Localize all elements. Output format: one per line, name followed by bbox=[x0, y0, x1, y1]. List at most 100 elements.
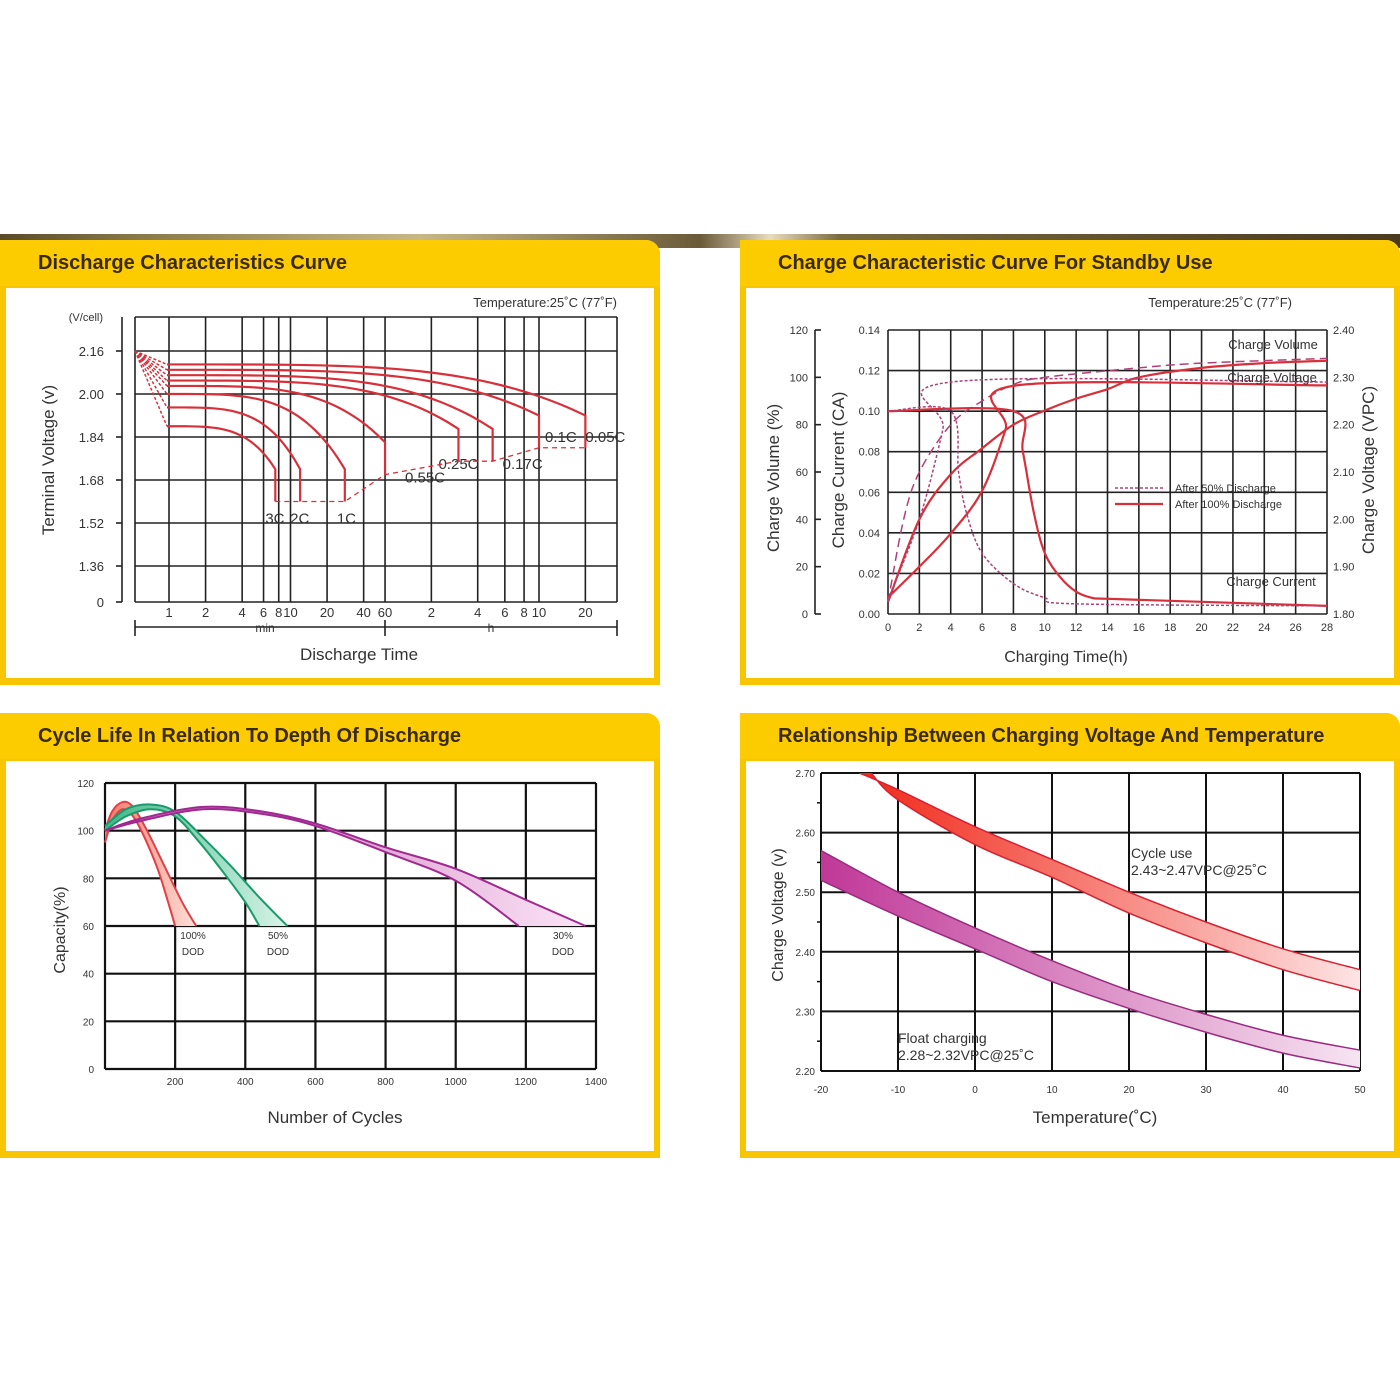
x-axis-title: Discharge Time bbox=[300, 645, 418, 664]
volume-axis-title: Charge Volume (%) bbox=[764, 404, 783, 552]
x-tick-label: 8 bbox=[275, 605, 282, 620]
panel-charge-standby: Charge Characteristic Curve For Standby … bbox=[740, 240, 1400, 685]
panel-body bbox=[746, 288, 1394, 678]
current-tick-label: 0.12 bbox=[859, 366, 880, 378]
y-tick-label: 2.00 bbox=[79, 387, 104, 402]
y-tick-label: 1.68 bbox=[79, 473, 104, 488]
rate-label: 0.05C bbox=[585, 429, 625, 446]
volume-tick-label: 40 bbox=[796, 514, 808, 526]
current-tick-label: 0.02 bbox=[859, 568, 880, 580]
current-tick-label: 0.06 bbox=[859, 487, 880, 499]
dod-label: 50% bbox=[268, 931, 288, 942]
x-tick-label: 20 bbox=[1123, 1085, 1135, 1096]
band-label: 2.28~2.32VPC@25˚C bbox=[898, 1047, 1034, 1063]
x-tick-label: 30 bbox=[1200, 1085, 1212, 1096]
x-tick-label: 400 bbox=[237, 1077, 254, 1088]
band-lower-edge bbox=[870, 773, 1360, 992]
legend-label: After 50% Discharge bbox=[1175, 483, 1276, 495]
volume-tick-label: 120 bbox=[790, 325, 808, 337]
rate-label: 0.25C bbox=[438, 456, 478, 473]
discharge-curve-0.17C bbox=[166, 374, 494, 462]
x-tick-label: 10 bbox=[1039, 622, 1051, 634]
band-label: Cycle use bbox=[1131, 845, 1193, 861]
y-axis-title: Capacity(%) bbox=[52, 886, 69, 973]
band-upper-edge bbox=[104, 805, 586, 927]
y-tick-label: 0 bbox=[88, 1065, 94, 1076]
voltage-tick-label: 2.00 bbox=[1333, 514, 1354, 526]
voltage-tick-label: 2.20 bbox=[1333, 420, 1354, 432]
band-upper-edge bbox=[859, 773, 1360, 971]
series-charge-volume-100- bbox=[886, 359, 1328, 603]
y-axis-title: Charge Voltage (v) bbox=[770, 848, 787, 981]
x-tick-label: 1400 bbox=[585, 1077, 608, 1088]
band-lower-edge bbox=[821, 879, 1360, 1069]
panel-title: Charge Characteristic Curve For Standby … bbox=[778, 252, 1213, 274]
y-tick-label: 1.84 bbox=[79, 430, 104, 445]
y-tick-label: 1.36 bbox=[79, 559, 104, 574]
x-tick-label: 0 bbox=[885, 622, 891, 634]
rate-label: 0.17C bbox=[503, 456, 543, 473]
legend-label: After 100% Discharge bbox=[1175, 499, 1282, 511]
band-lower-edge bbox=[104, 807, 520, 927]
x-tick-label: 200 bbox=[167, 1077, 184, 1088]
current-tick-label: 0.10 bbox=[859, 406, 880, 418]
series-charge-voltage-100- bbox=[887, 381, 1328, 599]
discharge-curve-0.05C bbox=[166, 363, 587, 448]
x-tick-label: 1 bbox=[165, 605, 172, 620]
x-tick-label: 12 bbox=[1070, 622, 1082, 634]
band-float-charging bbox=[821, 850, 1360, 1069]
dod-label: 30% bbox=[553, 931, 573, 942]
band-upper-edge bbox=[821, 849, 1360, 1051]
band-cycle-use bbox=[859, 773, 1360, 991]
temperature-note: Temperature:25˚C (77˚F) bbox=[473, 295, 617, 310]
x-tick-label: 20 bbox=[578, 605, 592, 620]
band-lower-edge bbox=[104, 808, 261, 927]
volume-tick-label: 0 bbox=[802, 609, 808, 621]
panel-header: Charge Characteristic Curve For Standby … bbox=[740, 240, 1400, 286]
panel-header: Cycle Life In Relation To Depth Of Disch… bbox=[0, 713, 660, 759]
dod-label: DOD bbox=[552, 947, 574, 958]
discharge-curve-2C bbox=[166, 406, 302, 502]
rate-label: 1C bbox=[337, 511, 356, 528]
rate-label: 2C bbox=[290, 511, 309, 528]
band-100-dod bbox=[105, 801, 197, 926]
x-tick-label: 600 bbox=[307, 1077, 324, 1088]
y-axis-title: Terminal Voltage (v) bbox=[39, 385, 58, 535]
series-charge-current-100- bbox=[887, 407, 1328, 607]
x-axis-title: Number of Cycles bbox=[267, 1108, 402, 1127]
discharge-curve-1C bbox=[167, 392, 346, 502]
dod-label: DOD bbox=[182, 947, 204, 958]
panel-body bbox=[6, 761, 654, 1151]
current-tick-label: 0.14 bbox=[859, 325, 880, 337]
x-tick-label: 16 bbox=[1133, 622, 1145, 634]
band-label: 2.43~2.47VPC@25˚C bbox=[1131, 862, 1267, 878]
h-group-label: h bbox=[488, 621, 495, 635]
current-axis-title: Charge Current (CA) bbox=[829, 392, 848, 549]
x-tick-label: 1000 bbox=[445, 1077, 468, 1088]
volume-tick-label: 60 bbox=[796, 467, 808, 479]
x-tick-label: 4 bbox=[474, 605, 481, 620]
x-tick-label: 20 bbox=[320, 605, 334, 620]
volume-tick-label: 20 bbox=[796, 562, 808, 574]
voltage-tick-label: 2.30 bbox=[1333, 372, 1354, 384]
discharge-curve-0.55C bbox=[166, 384, 387, 475]
x-tick-label: 50 bbox=[1354, 1085, 1366, 1096]
x-tick-label: 2 bbox=[202, 605, 209, 620]
x-tick-label: 4 bbox=[948, 622, 954, 634]
x-tick-label: 8 bbox=[1010, 622, 1016, 634]
rate-label: 0.1C bbox=[545, 429, 577, 446]
panel-title: Discharge Characteristics Curve bbox=[38, 252, 348, 274]
x-tick-label: 2 bbox=[428, 605, 435, 620]
voltage-tick-label: 1.80 bbox=[1333, 609, 1354, 621]
x-tick-label: 24 bbox=[1258, 622, 1270, 634]
y-tick-label: 2.70 bbox=[796, 769, 816, 780]
x-tick-label: 10 bbox=[283, 605, 297, 620]
volume-tick-label: 80 bbox=[796, 420, 808, 432]
x-tick-label: 2 bbox=[916, 622, 922, 634]
x-tick-label: 6 bbox=[501, 605, 508, 620]
rate-label: 3C bbox=[265, 511, 284, 528]
x-tick-label: 10 bbox=[532, 605, 546, 620]
discharge-curve-3C bbox=[166, 425, 277, 502]
y-tick-label: 0 bbox=[97, 595, 104, 610]
y-tick-label: 60 bbox=[83, 922, 95, 933]
